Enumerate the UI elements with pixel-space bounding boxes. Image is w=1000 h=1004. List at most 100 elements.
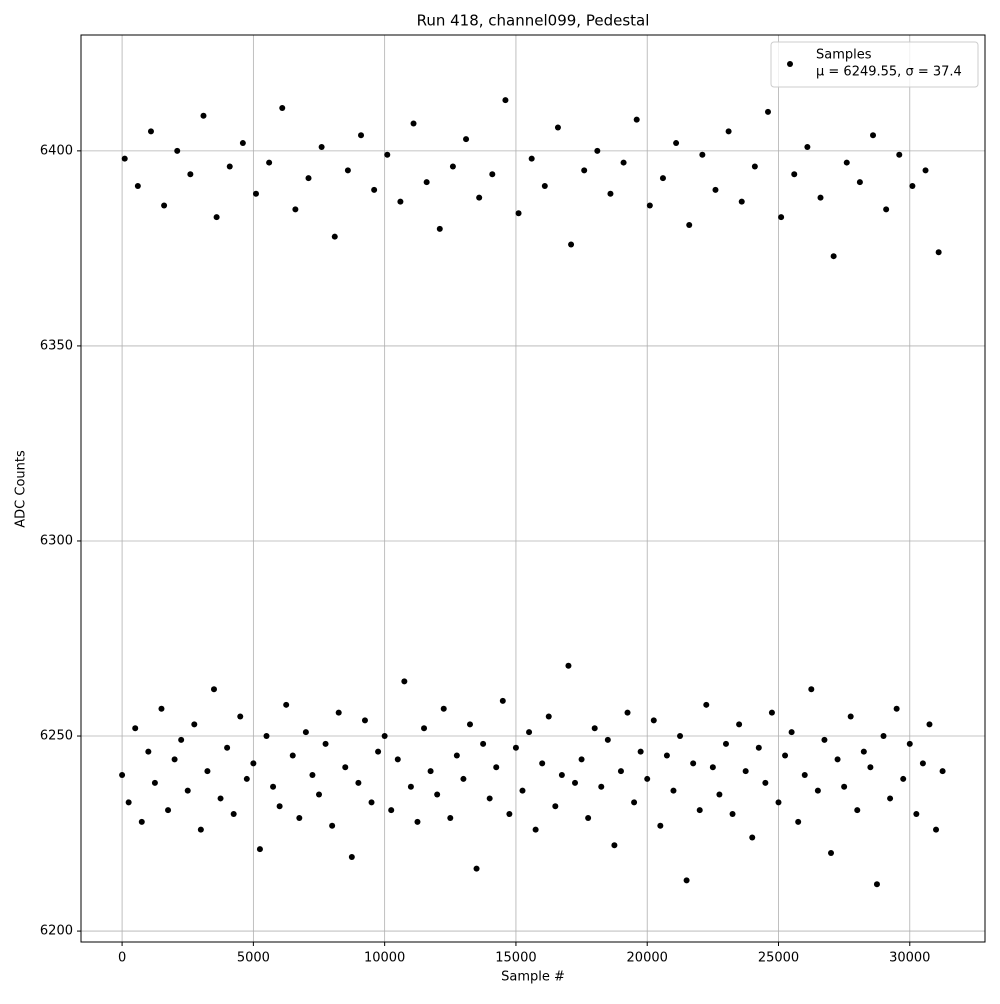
point: [808, 686, 815, 693]
point: [637, 748, 644, 755]
point: [414, 818, 421, 825]
point: [526, 729, 533, 736]
point: [322, 740, 329, 747]
point: [460, 775, 467, 782]
point: [558, 772, 565, 779]
point: [893, 705, 900, 712]
point: [565, 662, 572, 669]
point: [659, 175, 666, 182]
point: [243, 775, 250, 782]
legend: Samples μ = 6249.55, σ = 37.4: [770, 41, 979, 88]
point: [283, 701, 290, 708]
point: [578, 756, 585, 763]
point: [631, 799, 638, 806]
point: [361, 717, 368, 724]
point: [473, 865, 480, 872]
point: [900, 775, 907, 782]
point: [121, 155, 128, 162]
point: [486, 795, 493, 802]
point: [449, 163, 456, 170]
y-tick-label: 6300: [40, 533, 73, 548]
x-tick-label: 20000: [627, 951, 668, 966]
y-tick-label: 6400: [40, 143, 73, 158]
point: [572, 779, 579, 786]
point: [552, 803, 559, 810]
point: [502, 97, 509, 104]
point: [751, 163, 758, 170]
point: [591, 725, 598, 732]
point: [292, 206, 299, 213]
point: [585, 814, 592, 821]
point: [493, 764, 500, 771]
point: [933, 826, 940, 833]
y-tick-label: 6250: [40, 729, 73, 744]
point: [607, 190, 614, 197]
point: [318, 143, 325, 150]
point: [224, 744, 231, 751]
point: [344, 167, 351, 174]
point: [725, 128, 732, 135]
point: [421, 725, 428, 732]
point: [712, 186, 719, 193]
point: [775, 799, 782, 806]
point: [358, 132, 365, 139]
point: [191, 721, 198, 728]
point: [296, 814, 303, 821]
point: [368, 799, 375, 806]
point: [742, 768, 749, 775]
point: [499, 697, 506, 704]
point: [804, 143, 811, 150]
point: [795, 818, 802, 825]
x-axis-label: Sample #: [501, 970, 565, 985]
point: [541, 182, 548, 189]
point: [896, 151, 903, 158]
point: [788, 729, 795, 736]
point: [644, 775, 651, 782]
point: [213, 214, 220, 221]
point: [401, 678, 408, 685]
point: [151, 779, 158, 786]
point: [217, 795, 224, 802]
point: [252, 190, 259, 197]
point: [147, 128, 154, 135]
point: [873, 881, 880, 888]
point: [762, 779, 769, 786]
point: [581, 167, 588, 174]
point: [768, 709, 775, 716]
point: [624, 709, 631, 716]
point: [165, 807, 172, 814]
point: [791, 171, 798, 178]
point: [834, 756, 841, 763]
point: [397, 198, 404, 205]
point: [749, 834, 756, 841]
point: [309, 772, 316, 779]
point: [515, 210, 522, 217]
point: [427, 768, 434, 775]
point: [594, 147, 601, 154]
point: [230, 811, 237, 818]
legend-box: [770, 41, 979, 88]
point: [764, 108, 771, 115]
point: [371, 186, 378, 193]
point: [197, 826, 204, 833]
point: [919, 760, 926, 767]
y-tick-label: 6350: [40, 338, 73, 353]
point: [289, 752, 296, 759]
point: [200, 112, 207, 119]
point: [722, 740, 729, 747]
point: [174, 147, 181, 154]
point: [690, 760, 697, 767]
point: [729, 811, 736, 818]
point: [677, 733, 684, 740]
point: [847, 713, 854, 720]
point: [554, 124, 561, 131]
point: [620, 159, 627, 166]
point: [738, 198, 745, 205]
point: [755, 744, 762, 751]
point: [329, 822, 336, 829]
point: [906, 740, 913, 747]
point: [699, 151, 706, 158]
point: [237, 713, 244, 720]
point: [355, 779, 362, 786]
point: [887, 795, 894, 802]
